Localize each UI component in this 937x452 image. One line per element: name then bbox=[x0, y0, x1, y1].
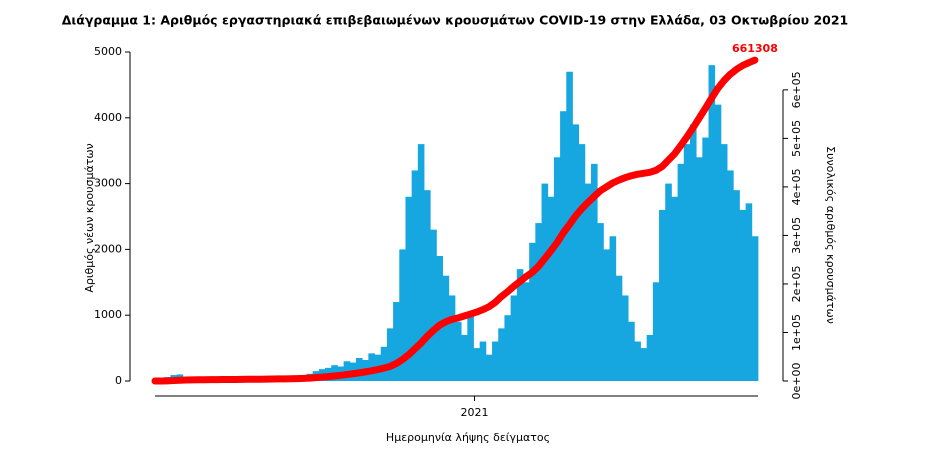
bar bbox=[609, 236, 617, 381]
bar bbox=[473, 348, 481, 381]
bar bbox=[560, 111, 567, 381]
bar bbox=[479, 341, 487, 381]
y2-tick-label: 4e+05 bbox=[790, 168, 803, 205]
bar bbox=[708, 65, 716, 381]
bar bbox=[454, 321, 462, 381]
bar bbox=[628, 321, 635, 381]
bar bbox=[399, 249, 406, 381]
bar bbox=[720, 144, 728, 381]
bar bbox=[393, 302, 400, 381]
y-tick-label: 4000 bbox=[94, 111, 122, 124]
bar bbox=[553, 157, 561, 381]
line bbox=[151, 56, 759, 385]
bar bbox=[659, 209, 666, 381]
bar bbox=[529, 242, 536, 381]
chart-title: Διάγραμμα 1: Αριθμός εργαστηριακά επιβεβ… bbox=[62, 13, 848, 28]
bar bbox=[498, 328, 505, 381]
bar bbox=[677, 163, 685, 381]
y2-tick-label: 1e+05 bbox=[790, 314, 803, 351]
bar bbox=[368, 353, 375, 381]
bar bbox=[683, 144, 691, 381]
bar bbox=[603, 249, 610, 381]
bar bbox=[448, 295, 456, 381]
bar bbox=[504, 315, 512, 381]
y-axis-label: Αριθμός νέων κρουσμάτων bbox=[83, 143, 96, 292]
bar bbox=[411, 170, 419, 381]
bar bbox=[492, 341, 499, 381]
bar bbox=[424, 190, 431, 381]
y2-tick-label: 6e+05 bbox=[790, 71, 803, 108]
bar bbox=[510, 295, 518, 381]
bar bbox=[436, 255, 443, 381]
bar bbox=[578, 144, 586, 381]
bar bbox=[430, 229, 437, 381]
bar bbox=[665, 183, 672, 381]
bar bbox=[535, 223, 542, 381]
x-axis-label: Ημερομηνία λήψης δείγματος bbox=[386, 431, 550, 444]
bar bbox=[727, 170, 734, 381]
bar bbox=[547, 196, 555, 381]
y2-tick-label: 0e+00 bbox=[790, 363, 803, 400]
bar bbox=[522, 282, 530, 381]
bar bbox=[461, 334, 468, 381]
y2-tick-label: 3e+05 bbox=[790, 217, 803, 254]
bar bbox=[646, 334, 654, 381]
y-tick-label: 3000 bbox=[94, 177, 122, 190]
y-tick-label: 2000 bbox=[94, 242, 122, 255]
bar bbox=[714, 104, 722, 381]
bar bbox=[541, 183, 549, 381]
bar bbox=[751, 236, 759, 381]
bar bbox=[380, 346, 388, 381]
bar bbox=[739, 209, 747, 381]
bar bbox=[591, 163, 598, 381]
bar bbox=[671, 196, 678, 381]
bar bbox=[386, 328, 394, 381]
bar bbox=[745, 203, 753, 381]
bar bbox=[640, 348, 648, 381]
y2-axis-label: Συνολικός αριθμός κρουσμάτων bbox=[824, 146, 837, 324]
bar bbox=[597, 223, 604, 381]
bar bbox=[733, 190, 740, 381]
y-tick-label: 5000 bbox=[94, 45, 122, 58]
bar bbox=[621, 295, 629, 381]
bar bbox=[615, 275, 623, 381]
bar bbox=[584, 183, 592, 381]
annotation: 661308 bbox=[732, 42, 778, 55]
bar bbox=[696, 157, 703, 381]
bar bbox=[702, 137, 709, 381]
bar bbox=[417, 144, 425, 381]
bar bbox=[485, 354, 493, 381]
bar bbox=[689, 124, 697, 381]
y2-tick-label: 2e+05 bbox=[790, 265, 803, 302]
bar bbox=[516, 269, 524, 381]
bar bbox=[405, 196, 413, 381]
y2-tick-label: 5e+05 bbox=[790, 120, 803, 157]
bar bbox=[572, 124, 580, 381]
bar bbox=[442, 275, 450, 381]
y-tick-label: 0 bbox=[115, 374, 122, 387]
y-tick-label: 1000 bbox=[94, 308, 122, 321]
x-tick-label: 2021 bbox=[461, 406, 489, 419]
bar bbox=[467, 315, 474, 381]
bar bbox=[634, 341, 641, 381]
bar bbox=[652, 282, 660, 381]
